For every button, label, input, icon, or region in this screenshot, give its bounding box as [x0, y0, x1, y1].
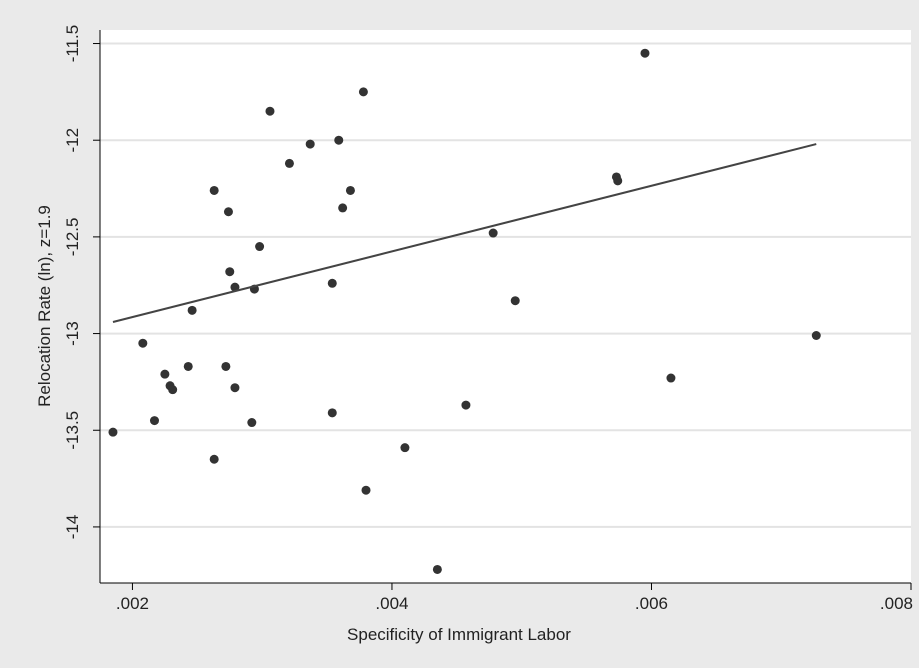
x-tick-label: .006	[635, 594, 668, 613]
point	[400, 443, 410, 453]
y-tick-label: -12.5	[63, 218, 82, 257]
point	[461, 400, 471, 410]
x-tick-label: .008	[880, 594, 913, 613]
point	[255, 242, 265, 252]
point	[432, 564, 442, 574]
point	[361, 485, 371, 495]
point	[183, 361, 193, 371]
x-axis-label: Specificity of Immigrant Labor	[347, 625, 571, 644]
point	[149, 416, 159, 426]
y-tick-label: -14	[63, 515, 82, 540]
point	[108, 427, 118, 437]
x-tick-label: .004	[375, 594, 408, 613]
y-tick-label: -11.5	[63, 25, 82, 63]
point	[327, 278, 337, 288]
point	[168, 385, 178, 395]
point	[209, 185, 219, 195]
point	[225, 267, 235, 277]
point	[230, 282, 240, 292]
point	[223, 207, 233, 217]
y-tick-label: -13	[63, 321, 82, 346]
point	[160, 369, 170, 379]
point	[488, 228, 498, 238]
point	[327, 408, 337, 418]
point	[510, 296, 520, 306]
point	[613, 176, 623, 186]
y-axis-label: Relocation Rate (ln), z=1.9	[35, 205, 54, 407]
point	[230, 383, 240, 393]
x-tick-label: .002	[116, 594, 149, 613]
point	[345, 185, 355, 195]
point	[305, 139, 315, 149]
point	[666, 373, 676, 383]
fit-line	[112, 143, 817, 323]
point	[640, 48, 650, 58]
point	[247, 418, 257, 428]
point	[284, 158, 294, 168]
point	[358, 87, 368, 97]
point	[811, 331, 821, 341]
point	[338, 203, 348, 213]
plot-area	[100, 30, 911, 583]
y-tick-label: -13.5	[63, 411, 82, 450]
point	[209, 454, 219, 464]
point	[221, 361, 231, 371]
y-tick-label: -12	[63, 128, 82, 153]
point	[334, 135, 344, 145]
point	[138, 338, 148, 348]
point	[187, 305, 197, 315]
point	[265, 106, 275, 116]
